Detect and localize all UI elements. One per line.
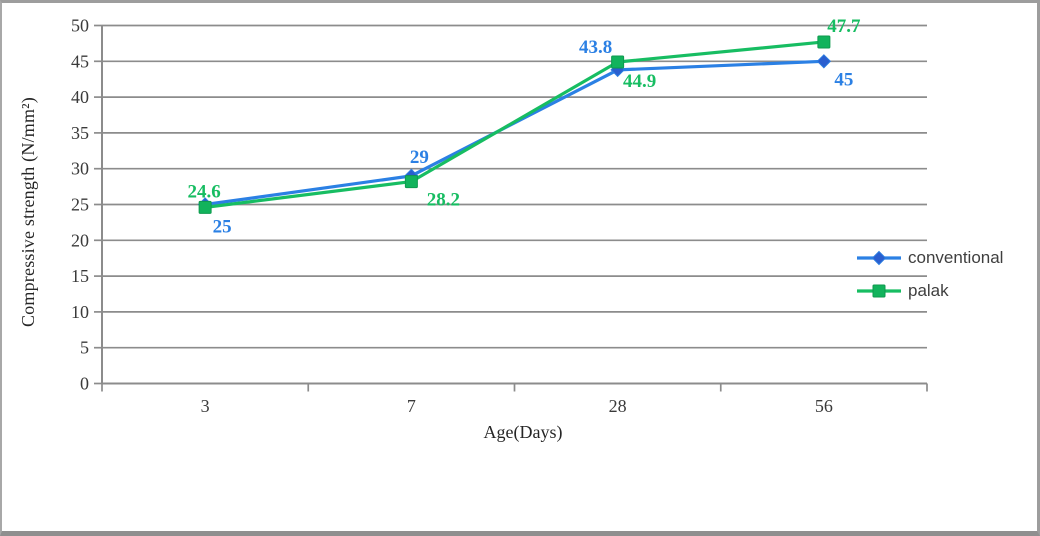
series-line-palak xyxy=(204,40,825,209)
legend-label-palak: palak xyxy=(908,281,949,300)
line-chart-canvas: 0 5 10 15 20 25 30 35 40 45 50 3 7 28 56 25 29 43.8 45 24.6… xyxy=(71,16,928,416)
x-axis-title: Age(Days) xyxy=(483,422,563,442)
y-tick-label: 35 xyxy=(71,123,89,143)
y-tick-label: 50 xyxy=(71,16,89,36)
marker-palak xyxy=(404,175,418,189)
legend-label-conventional: conventional xyxy=(908,248,1004,267)
data-label-palak: 44.9 xyxy=(623,71,656,92)
data-label-palak: 24.6 xyxy=(188,181,221,202)
y-tick-label: 40 xyxy=(71,87,89,107)
palak-series-marker-icon xyxy=(857,284,901,298)
y-tick-label: 5 xyxy=(80,338,89,358)
x-tick-label: 28 xyxy=(609,396,627,416)
y-tick-label: 25 xyxy=(71,195,89,215)
data-label-palak: 47.7 xyxy=(827,16,861,37)
y-tick-label: 20 xyxy=(71,230,89,250)
data-label-conventional: 43.8 xyxy=(579,37,612,58)
legend-item-palak: palak xyxy=(856,278,1036,304)
conventional-series-marker-icon xyxy=(857,250,901,266)
marker-palak xyxy=(198,200,212,214)
x-tick-label: 7 xyxy=(407,396,416,416)
y-tick-label: 10 xyxy=(71,302,89,322)
y-tick-label: 30 xyxy=(71,159,89,179)
legend-item-conventional: conventional xyxy=(856,245,1036,271)
legend: conventional palak xyxy=(856,245,1036,311)
x-tick-label: 3 xyxy=(201,396,210,416)
marker-palak xyxy=(611,55,625,69)
data-label-conventional: 29 xyxy=(410,147,429,168)
data-label-palak: 28.2 xyxy=(427,190,460,211)
y-axis-title: Compressive strength (N/mm²) xyxy=(18,97,38,327)
marker-conventional xyxy=(816,54,832,69)
y-tick-label: 0 xyxy=(80,374,89,394)
marker-palak xyxy=(817,35,831,49)
x-tick-label: 56 xyxy=(815,396,833,416)
y-tick-label: 15 xyxy=(71,266,89,286)
y-tick-label: 45 xyxy=(71,51,89,71)
data-label-conventional: 25 xyxy=(213,217,232,238)
data-label-conventional: 45 xyxy=(834,69,853,90)
